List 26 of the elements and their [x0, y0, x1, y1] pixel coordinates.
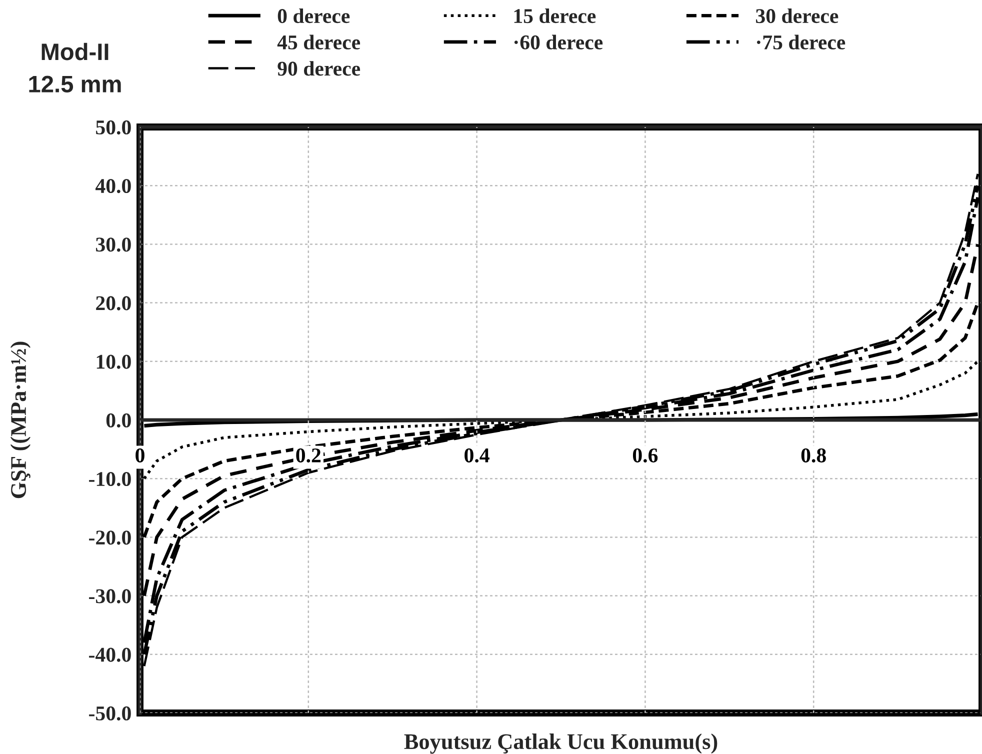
y-tick-label: 30.0 — [96, 238, 131, 252]
x-tick-label: 0.2 — [296, 448, 321, 463]
y-tick-label: -20.0 — [89, 530, 131, 545]
legend-label: 90 derece — [278, 61, 360, 76]
chart-title: Mod-II 12.5 mm — [29, 42, 121, 92]
legend-label: ·60 derece — [514, 34, 603, 50]
y-tick-label: -30.0 — [89, 589, 131, 604]
y-tick-label: 50.0 — [96, 120, 131, 135]
y-tick-label: -50.0 — [89, 706, 131, 721]
legend-label: 30 derece — [756, 8, 838, 24]
legend-label: 45 derece — [277, 34, 360, 50]
y-tick-label: -40.0 — [89, 648, 131, 662]
y-tick-label: 40.0 — [95, 178, 131, 194]
y-tick-label: 0.0 — [106, 413, 131, 428]
legend-label: ·75 derece — [756, 34, 846, 50]
x-tick-label: 0.6 — [632, 448, 658, 463]
x-axis-title: Boyutsuz Çatlak Ucu Konumu(s) — [404, 734, 718, 754]
y-tick-label: -10.0 — [89, 472, 131, 486]
y-tick-label: 20.0 — [96, 296, 131, 310]
legend-label: 0 derece — [278, 8, 350, 24]
y-tick-label: 10.0 — [96, 354, 131, 369]
x-tick-label: 0 — [136, 448, 144, 462]
y-axis-title: GŞF ((MPa·m½) — [10, 342, 31, 498]
x-tick-label: 0.4 — [464, 448, 490, 463]
x-tick-label: 0.8 — [801, 448, 826, 463]
legend-label: 15 derece — [514, 8, 596, 24]
